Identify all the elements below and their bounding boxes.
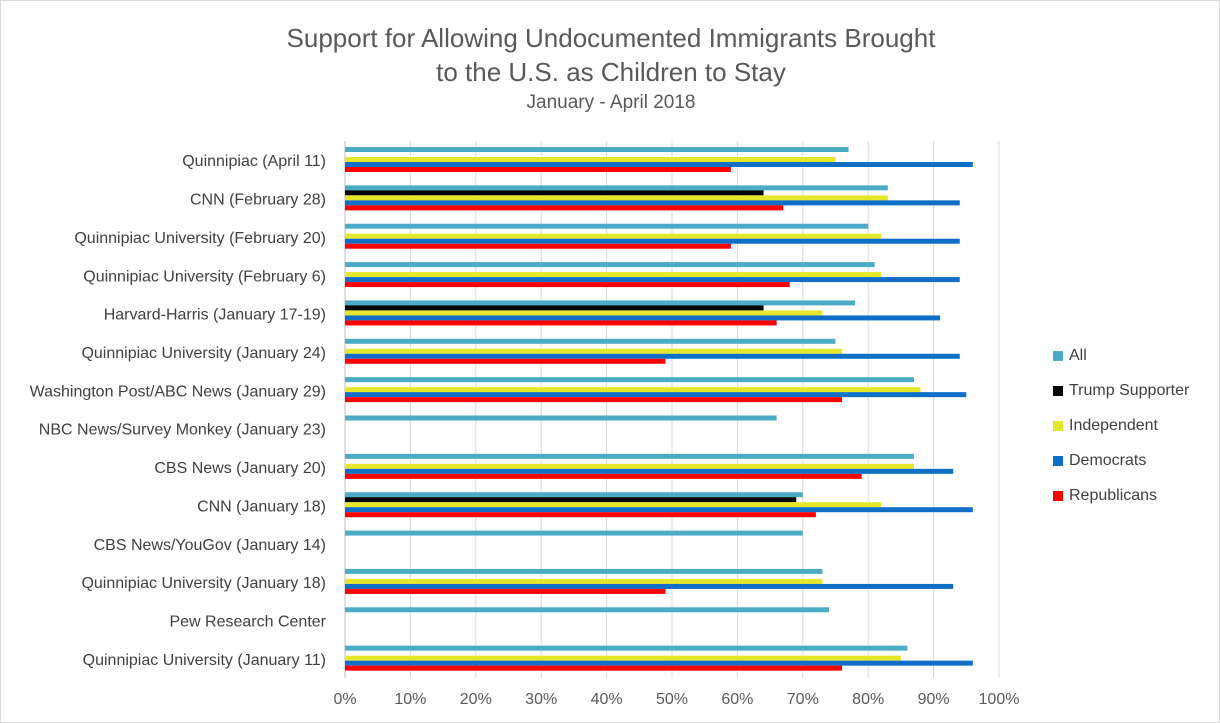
chart-title: Support for Allowing Undocumented Immigr…: [1, 21, 1220, 89]
bar-democrats: [345, 200, 960, 206]
bar-all: [345, 453, 914, 459]
bar-democrats: [345, 583, 954, 589]
x-tick-label: 80%: [852, 691, 884, 708]
legend-label: Democrats: [1069, 451, 1147, 469]
bar-all: [345, 568, 823, 574]
bar-independent: [345, 310, 823, 316]
bar-all: [345, 607, 829, 613]
legend-swatch: [1053, 350, 1063, 361]
bar-democrats: [345, 238, 960, 244]
legend-swatch: [1053, 490, 1063, 501]
legend: All Trump Supporter Independent Democrats Re…: [1053, 338, 1219, 513]
bar-republicans: [345, 320, 777, 326]
x-tick-label: 70%: [787, 691, 819, 708]
category-label: CBS News (January 20): [154, 460, 326, 477]
legend-label: Trump Supporter: [1069, 381, 1190, 399]
x-tick-label: 10%: [394, 691, 426, 708]
legend-item: Republicans: [1053, 478, 1219, 513]
bar-all: [345, 377, 914, 383]
bar-democrats: [345, 392, 967, 398]
legend-swatch: [1053, 420, 1063, 431]
bar-independent: [345, 157, 836, 162]
legend-item: All: [1053, 338, 1219, 373]
bar-independent: [345, 655, 901, 661]
legend-label: Republicans: [1069, 486, 1158, 504]
bar-all: [345, 530, 803, 536]
bar-all: [345, 185, 888, 191]
bar-democrats: [345, 507, 973, 513]
bar-democrats: [345, 468, 954, 474]
bar-all: [345, 223, 869, 229]
x-tick-label: 30%: [525, 691, 557, 708]
bar-democrats: [345, 277, 960, 283]
bar-all: [345, 300, 856, 306]
bar-independent: [345, 502, 882, 508]
bar-republicans: [345, 588, 666, 594]
chart-subtitle: January - April 2018: [526, 92, 696, 113]
bar-republicans: [345, 167, 731, 172]
bar-democrats: [345, 162, 973, 167]
bar-democrats: [345, 660, 973, 666]
category-label: CNN (February 28): [190, 192, 326, 209]
bar-republicans: [345, 397, 843, 403]
category-label: CNN (January 18): [197, 498, 326, 515]
legend-item: Independent: [1053, 408, 1219, 443]
bar-independent: [345, 463, 914, 469]
bar-republicans: [345, 665, 843, 671]
x-tick-label: 0%: [333, 691, 356, 708]
category-label: Washington Post/ABC News (January 29): [30, 383, 326, 400]
bar-independent: [345, 387, 921, 393]
x-tick-label: 50%: [656, 691, 688, 708]
bar-republicans: [345, 243, 731, 249]
bar-independent: [345, 272, 882, 278]
category-label: Quinnipiac University (February 6): [83, 268, 326, 285]
x-tick-label: 60%: [721, 691, 753, 708]
bar-all: [345, 338, 836, 344]
bar-independent: [345, 348, 843, 354]
bar-all: [345, 645, 908, 651]
bar-republicans: [345, 282, 790, 288]
bar-all: [345, 147, 849, 152]
legend-swatch: [1053, 385, 1063, 396]
bar-independent: [345, 578, 823, 584]
category-label: Quinnipiac (April 11): [182, 153, 326, 170]
x-tick-label: 20%: [460, 691, 492, 708]
bar-trump-supporter: [345, 190, 764, 196]
category-label: Quinnipiac University (January 11): [83, 652, 326, 669]
bar-all: [345, 262, 875, 268]
chart-title-line-1: Support for Allowing Undocumented Immigr…: [286, 23, 936, 53]
category-label: NBC News/Survey Monkey (January 23): [39, 422, 326, 439]
x-tick-label: 40%: [591, 691, 623, 708]
category-label: Pew Research Center: [169, 613, 326, 630]
legend-swatch: [1053, 455, 1063, 466]
bar-independent: [345, 233, 882, 239]
category-label: Harvard-Harris (January 17-19): [104, 307, 326, 324]
bar-trump-supporter: [345, 497, 797, 503]
chart-title-line-2: to the U.S. as Children to Stay: [436, 57, 786, 87]
category-label: CBS News/YouGov (January 14): [94, 537, 326, 554]
category-label: Quinnipiac University (January 18): [81, 575, 326, 592]
bar-independent: [345, 195, 888, 201]
x-tick-label: 90%: [918, 691, 950, 708]
bar-trump-supporter: [345, 305, 764, 311]
category-label: Quinnipiac University (February 20): [74, 230, 326, 247]
bar-republicans: [345, 473, 862, 479]
bar-democrats: [345, 353, 960, 359]
x-tick-label: 100%: [979, 691, 1020, 708]
category-label: Quinnipiac University (January 24): [81, 345, 326, 362]
legend-label: Independent: [1069, 416, 1158, 434]
legend-label: All: [1069, 346, 1087, 364]
bar-all: [345, 415, 777, 421]
bar-republicans: [345, 358, 666, 364]
legend-item: Democrats: [1053, 443, 1219, 478]
bar-republicans: [345, 512, 816, 518]
bar-democrats: [345, 315, 941, 321]
legend-item: Trump Supporter: [1053, 373, 1219, 408]
bar-all: [345, 492, 803, 498]
bar-republicans: [345, 205, 784, 211]
